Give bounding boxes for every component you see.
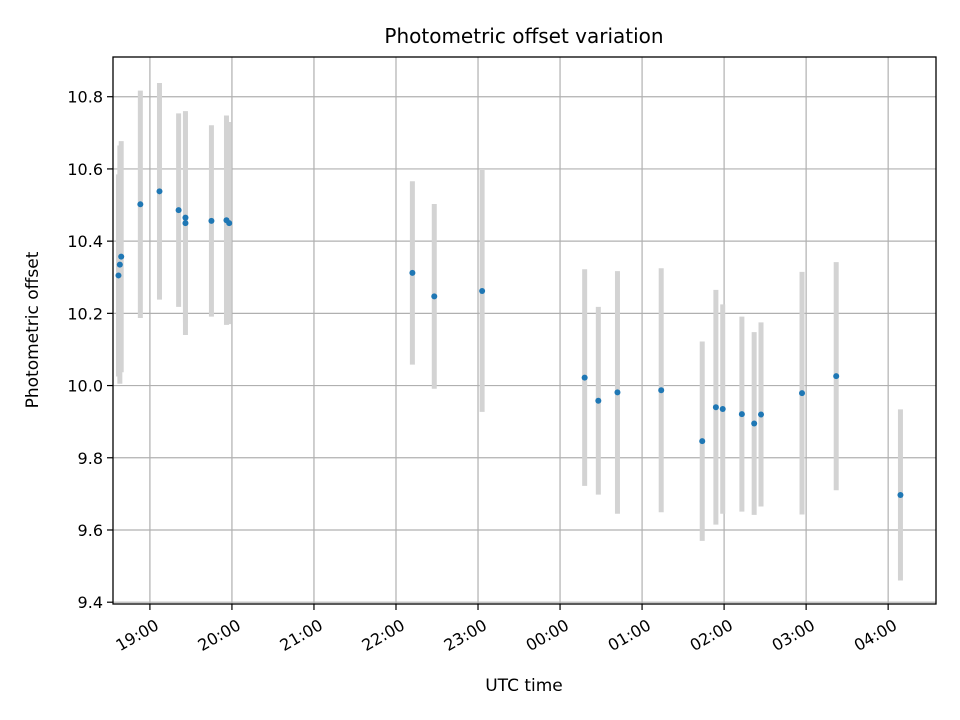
y-axis: 9.4 9.6 9.8 10.0 10.2 10.4 10.6 10.8 bbox=[67, 88, 113, 612]
x-tick-label: 00:00 bbox=[523, 615, 572, 655]
y-tick-label: 10.0 bbox=[67, 377, 103, 396]
data-point bbox=[581, 374, 588, 381]
data-point bbox=[897, 491, 904, 498]
y-tick-label: 10.8 bbox=[67, 88, 103, 107]
x-tick-label: 19:00 bbox=[112, 615, 161, 655]
x-tick-label: 23:00 bbox=[441, 615, 490, 655]
y-tick-label: 9.8 bbox=[78, 449, 103, 468]
data-point bbox=[115, 272, 122, 279]
plot-frame bbox=[112, 56, 937, 605]
x-axis-label: UTC time bbox=[485, 676, 563, 696]
x-tick-label: 22:00 bbox=[359, 615, 408, 655]
data-point bbox=[699, 438, 706, 445]
y-tick-label: 9.4 bbox=[78, 593, 103, 612]
data-point bbox=[751, 420, 758, 427]
x-tick-label: 02:00 bbox=[687, 615, 736, 655]
data-point bbox=[595, 397, 602, 404]
data-point bbox=[226, 220, 233, 227]
data-point bbox=[137, 201, 144, 208]
data-point bbox=[738, 411, 745, 418]
data-point bbox=[614, 389, 621, 396]
chart-title: Photometric offset variation bbox=[384, 24, 663, 48]
data-point bbox=[833, 373, 840, 380]
data-point bbox=[118, 253, 125, 260]
y-tick-label: 9.6 bbox=[78, 521, 103, 540]
x-tick-label: 20:00 bbox=[195, 615, 244, 655]
error-bars bbox=[115, 82, 903, 581]
x-axis: 19:00 20:00 21:00 22:00 23:00 00:00 01:00 02:00… bbox=[112, 604, 900, 655]
data-point bbox=[208, 217, 215, 224]
grid bbox=[113, 57, 936, 604]
data-point bbox=[758, 411, 765, 418]
y-tick-label: 10.2 bbox=[67, 304, 103, 323]
y-tick-label: 10.6 bbox=[67, 160, 103, 179]
x-tick-label: 04:00 bbox=[851, 615, 900, 655]
data-point bbox=[658, 387, 665, 394]
data-point bbox=[719, 406, 726, 413]
data-point bbox=[712, 404, 719, 411]
y-axis-label: Photometric offset bbox=[23, 251, 43, 408]
data-point bbox=[116, 261, 123, 268]
data-point bbox=[479, 287, 486, 294]
data-point bbox=[182, 220, 189, 227]
x-tick-label: 01:00 bbox=[605, 615, 654, 655]
y-tick-label: 10.4 bbox=[67, 232, 103, 251]
data-point bbox=[156, 188, 163, 195]
data-point bbox=[431, 293, 438, 300]
x-tick-label: 03:00 bbox=[769, 615, 818, 655]
data-point bbox=[799, 390, 806, 397]
data-point bbox=[175, 207, 182, 214]
data-points bbox=[115, 188, 904, 498]
data-point bbox=[182, 214, 189, 221]
x-tick-label: 21:00 bbox=[277, 615, 326, 655]
data-point bbox=[409, 269, 416, 276]
